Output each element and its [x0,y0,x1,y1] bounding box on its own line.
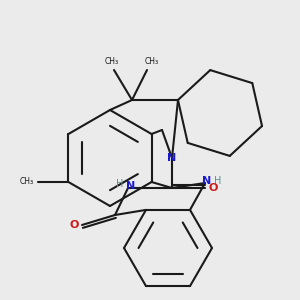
Text: O: O [69,220,79,230]
Text: H: H [116,179,124,189]
Text: N: N [202,176,211,186]
Text: CH₃: CH₃ [20,178,34,187]
Text: CH₃: CH₃ [105,58,119,67]
Text: CH₃: CH₃ [145,58,159,67]
Text: O: O [208,183,218,193]
Text: N: N [167,153,177,163]
Text: N: N [126,181,136,191]
Text: H: H [214,176,222,186]
